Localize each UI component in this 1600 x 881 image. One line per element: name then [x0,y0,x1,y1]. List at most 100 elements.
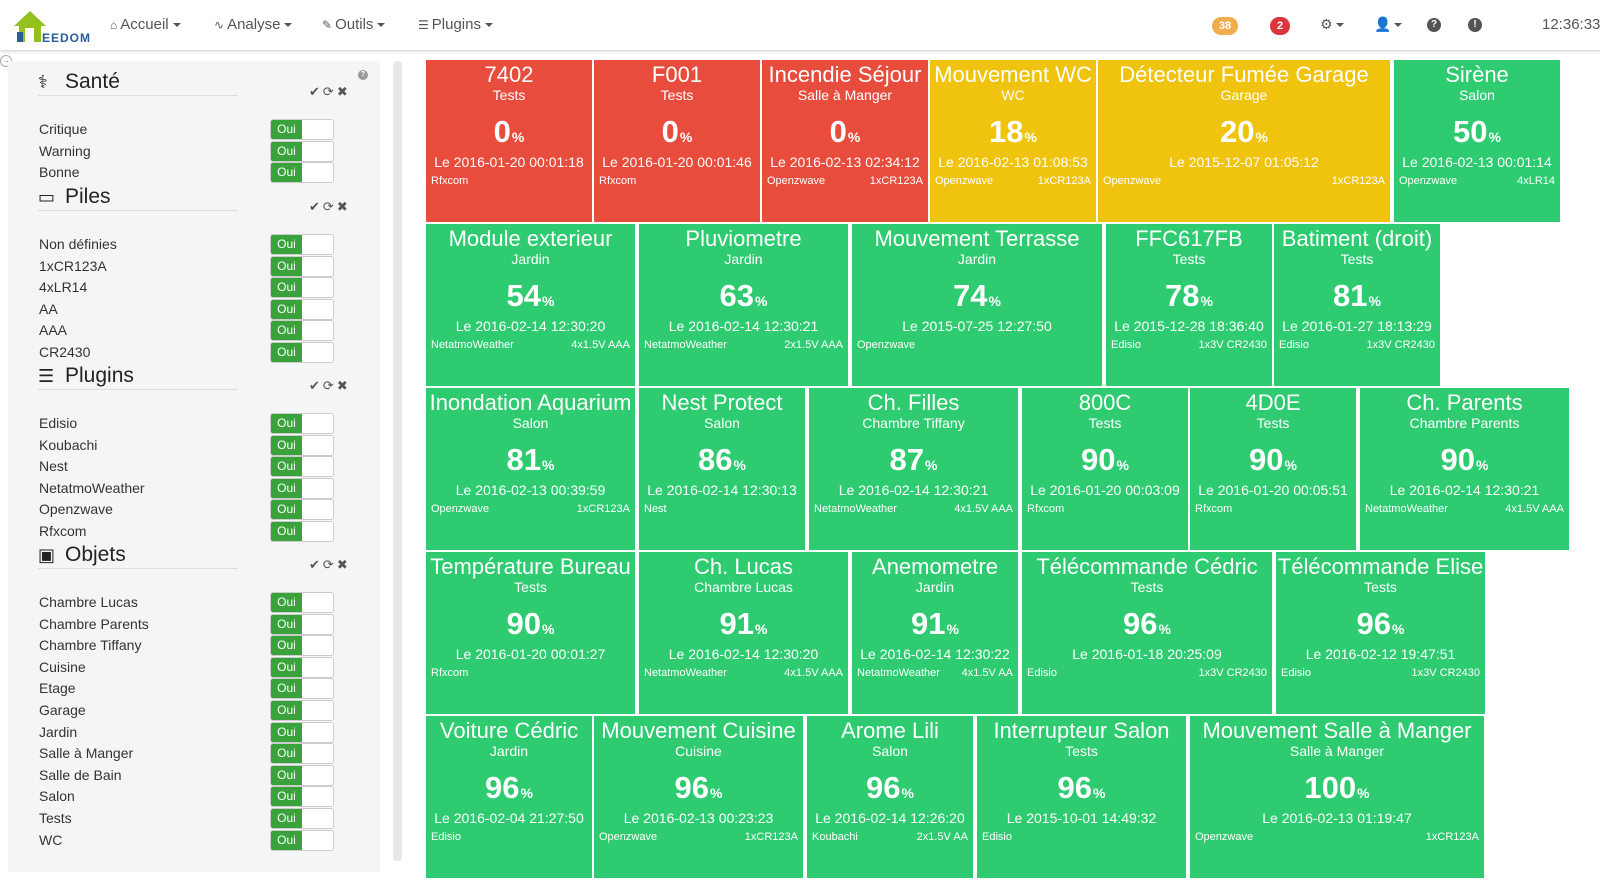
info-icon[interactable]: ! [1468,18,1482,32]
clear-icon[interactable]: ✖ [336,199,351,214]
tile-name: Ch. Parents [1406,390,1523,415]
tile-battery-value: 78% [1106,278,1272,314]
jeedom-logo[interactable]: EEDOM [12,8,90,45]
battery-tile[interactable]: Télécommande Cédric Tests 96% Le 2016-01-18… [1022,552,1272,714]
toggle-on-label: Oui [271,299,302,319]
tile-value-unit: % [1357,785,1370,801]
check-all-icon[interactable]: ✔ [309,84,323,99]
filter-toggle[interactable]: Oui [270,521,334,542]
battery-tile[interactable]: 4D0E Tests 90% Le 2016-01-20 00:05:51 Rfxcom [1190,388,1356,550]
sidebar-help-icon[interactable]: ? [358,70,368,80]
battery-tile[interactable]: Mouvement Terrasse Jardin 74% Le 2015-07-25… [852,224,1102,386]
refresh-icon[interactable]: ⟳ [322,557,337,572]
filter-toggle[interactable]: Oui [270,743,334,765]
settings-menu-icon[interactable]: ⚙ [1320,16,1344,33]
user-menu-icon[interactable]: 👤 [1374,16,1403,33]
filter-toggle[interactable]: Oui [270,255,334,277]
tile-plugin: NetatmoWeather [431,339,514,351]
filter-toggle[interactable]: Oui [270,434,334,456]
tile-plugin: Edisio [1111,339,1141,351]
filter-toggle[interactable]: Oui [270,234,334,255]
filter-toggle[interactable]: Oui [270,413,334,434]
battery-tile[interactable]: Température Bureau Tests 90% Le 2016-01-20 … [426,552,635,714]
section-actions: ✔⟳✖ [309,557,351,573]
battery-tile[interactable]: Anemometre Jardin 91% Le 2016-02-14 12:30:2… [852,552,1018,714]
tile-battery-value: 96% [807,770,973,806]
nav-plugins[interactable]: ☰ Plugins [418,16,493,33]
check-all-icon[interactable]: ✔ [309,199,323,214]
battery-tile[interactable]: Batiment (droit) Tests 81% Le 2016-01-27 18… [1274,224,1440,386]
filter-toggle[interactable]: Oui [270,678,334,700]
battery-tile[interactable]: Détecteur Fumée Garage Garage 20% Le 2015-1… [1098,60,1390,222]
nav-analyse-label: Analyse [227,16,281,33]
battery-tile[interactable]: FFC617FB Tests 78% Le 2015-12-28 18:36:40 Ed… [1106,224,1272,386]
help-icon[interactable]: ? [1427,18,1441,32]
tile-battery-value: 54% [426,278,635,314]
nav-outils[interactable]: ✎ Outils [322,16,386,33]
filter-toggle[interactable]: Oui [270,764,334,786]
filter-toggle[interactable]: Oui [270,119,334,140]
clear-icon[interactable]: ✖ [336,378,351,393]
filter-toggle[interactable]: Oui [270,786,334,808]
tile-battery-type: 2x1.5V AAA [784,339,843,351]
filter-toggle[interactable]: Oui [270,700,334,721]
tile-battery-value: 20% [1098,114,1390,150]
filter-toggle[interactable]: Oui [270,656,334,678]
battery-tile[interactable]: Mouvement Cuisine Cuisine 96% Le 2016-02-13… [594,716,803,878]
tile-battery-value: 96% [426,770,592,806]
battery-tile[interactable]: Ch. Filles Chambre Tiffany 87% Le 2016-02-1… [809,388,1018,550]
battery-tile[interactable]: Incendie Séjour Salle à Manger 0% Le 2016-0… [762,60,928,222]
clear-icon[interactable]: ✖ [336,557,351,572]
battery-tile[interactable]: Pluviometre Jardin 63% Le 2016-02-14 12:30:… [639,224,848,386]
battery-tile[interactable]: Mouvement WC WC 18% Le 2016-02-13 01:08:53 O… [930,60,1096,222]
battery-tile[interactable]: Ch. Lucas Chambre Lucas 91% Le 2016-02-14 1… [639,552,848,714]
filter-toggle[interactable]: Oui [270,342,334,363]
nav-accueil[interactable]: ⌂ Accueil [110,16,181,33]
tile-battery-value: 100% [1190,770,1484,806]
filter-label: CR2430 [39,344,91,360]
filter-toggle[interactable]: Oui [270,592,334,613]
refresh-icon[interactable]: ⟳ [322,84,337,99]
battery-tile[interactable]: 7402 Tests 0% Le 2016-01-20 00:01:18 Rfxcom [426,60,592,222]
tile-value-number: 96 [485,770,520,805]
filter-toggle[interactable]: Oui [270,829,334,851]
nav-analyse[interactable]: ∿ Analyse [214,16,293,33]
battery-tile[interactable]: Sirène Salon 50% Le 2016-02-13 00:01:14 Open… [1394,60,1560,222]
filter-toggle[interactable]: Oui [270,721,334,743]
refresh-icon[interactable]: ⟳ [322,199,337,214]
battery-tile[interactable]: Interrupteur Salon Tests 96% Le 2015-10-01 … [977,716,1186,878]
battery-tile[interactable]: 800C Tests 90% Le 2016-01-20 00:03:09 Rfxcom [1022,388,1188,550]
filter-toggle[interactable]: Oui [270,499,334,521]
filter-toggle[interactable]: Oui [270,456,334,478]
message-count-badge[interactable]: 38 [1212,17,1239,35]
filter-toggle[interactable]: Oui [270,613,334,635]
battery-tile[interactable]: Mouvement Salle à Manger Salle à Manger 10… [1190,716,1484,878]
filter-toggle[interactable]: Oui [270,277,334,299]
battery-tile[interactable]: Télécommande Elise Tests 96% Le 2016-02-12 … [1276,552,1485,714]
battery-tile[interactable]: F001 Tests 0% Le 2016-01-20 00:01:46 Rfxcom [594,60,760,222]
battery-tile[interactable]: Ch. Parents Chambre Parents 90% Le 2016-02-… [1360,388,1569,550]
battery-tile[interactable]: Arome Lili Salon 96% Le 2016-02-14 12:26:20… [807,716,973,878]
filter-toggle[interactable]: Oui [270,320,334,342]
battery-tile[interactable]: Module exterieur Jardin 54% Le 2016-02-14 1… [426,224,635,386]
alert-count-badge[interactable]: 2 [1270,17,1291,35]
sidebar-scrollbar[interactable] [393,61,402,861]
filter-toggle[interactable]: Oui [270,140,334,162]
tile-battery-value: 74% [852,278,1102,314]
check-all-icon[interactable]: ✔ [309,557,323,572]
filter-toggle[interactable]: Oui [270,808,334,829]
clear-icon[interactable]: ✖ [336,84,351,99]
tile-value-number: 78 [1165,278,1200,313]
check-all-icon[interactable]: ✔ [309,378,323,393]
battery-tile[interactable]: Nest Protect Salon 86% Le 2016-02-14 12:30:… [639,388,805,550]
battery-tile[interactable]: Voiture Cédric Jardin 96% Le 2016-02-04 21:… [426,716,592,878]
tile-room: Salon [1459,87,1495,103]
filter-toggle[interactable]: Oui [270,162,334,184]
tile-plugin: Edisio [431,831,461,843]
refresh-icon[interactable]: ⟳ [322,378,337,393]
filter-toggle[interactable]: Oui [270,477,334,499]
filter-toggle[interactable]: Oui [270,635,334,657]
filter-toggle[interactable]: Oui [270,298,334,320]
toggle-on-label: Oui [271,593,302,612]
battery-tile[interactable]: Inondation Aquarium Salon 81% Le 2016-02-13… [426,388,635,550]
